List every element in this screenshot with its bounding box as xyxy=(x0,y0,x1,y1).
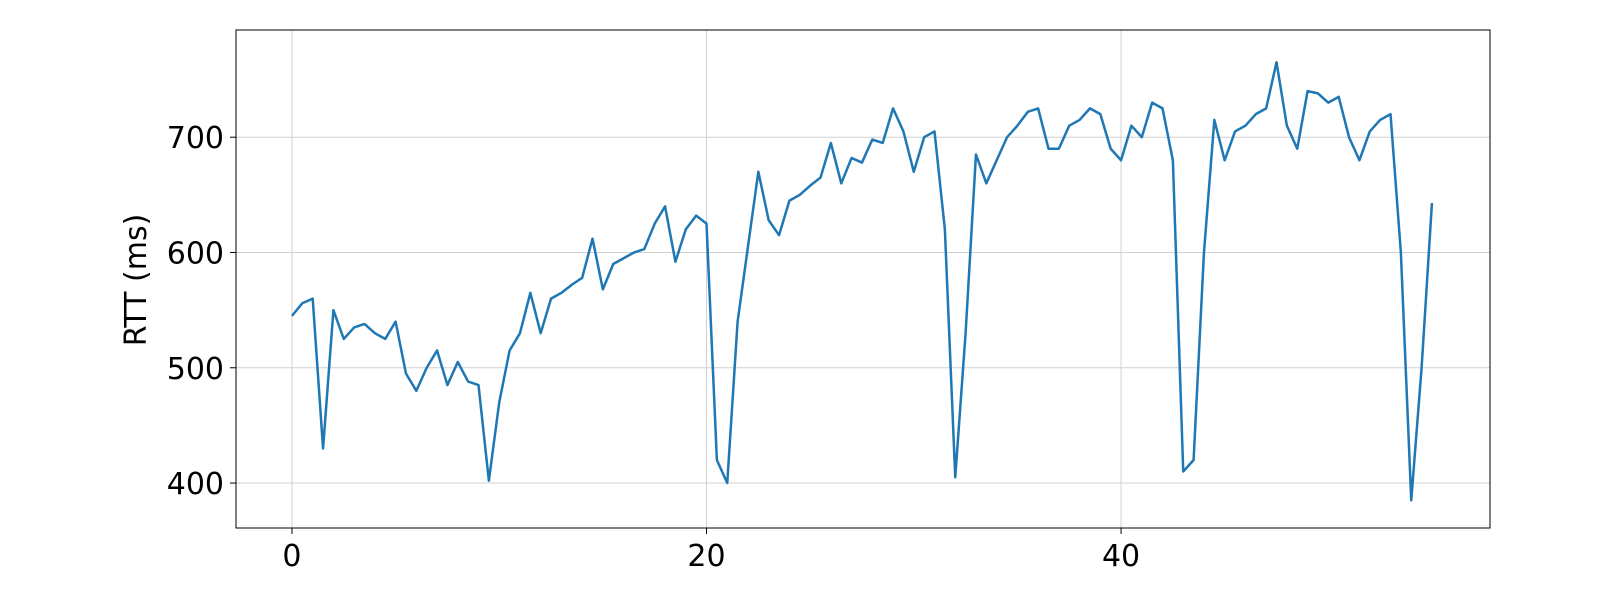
line xyxy=(290,61,1434,502)
x-tick-label: 0 xyxy=(282,539,301,574)
y-tick-label: 600 xyxy=(167,236,224,271)
y-tick-label: 700 xyxy=(167,121,224,156)
x-tick-label: 20 xyxy=(687,539,725,574)
y-tick-label: 500 xyxy=(167,352,224,387)
plot-frame xyxy=(235,29,1491,529)
y-tick-label: 400 xyxy=(167,467,224,502)
y-axis-label: RTT (ms) xyxy=(119,214,154,347)
x-tick-label: 40 xyxy=(1102,539,1140,574)
